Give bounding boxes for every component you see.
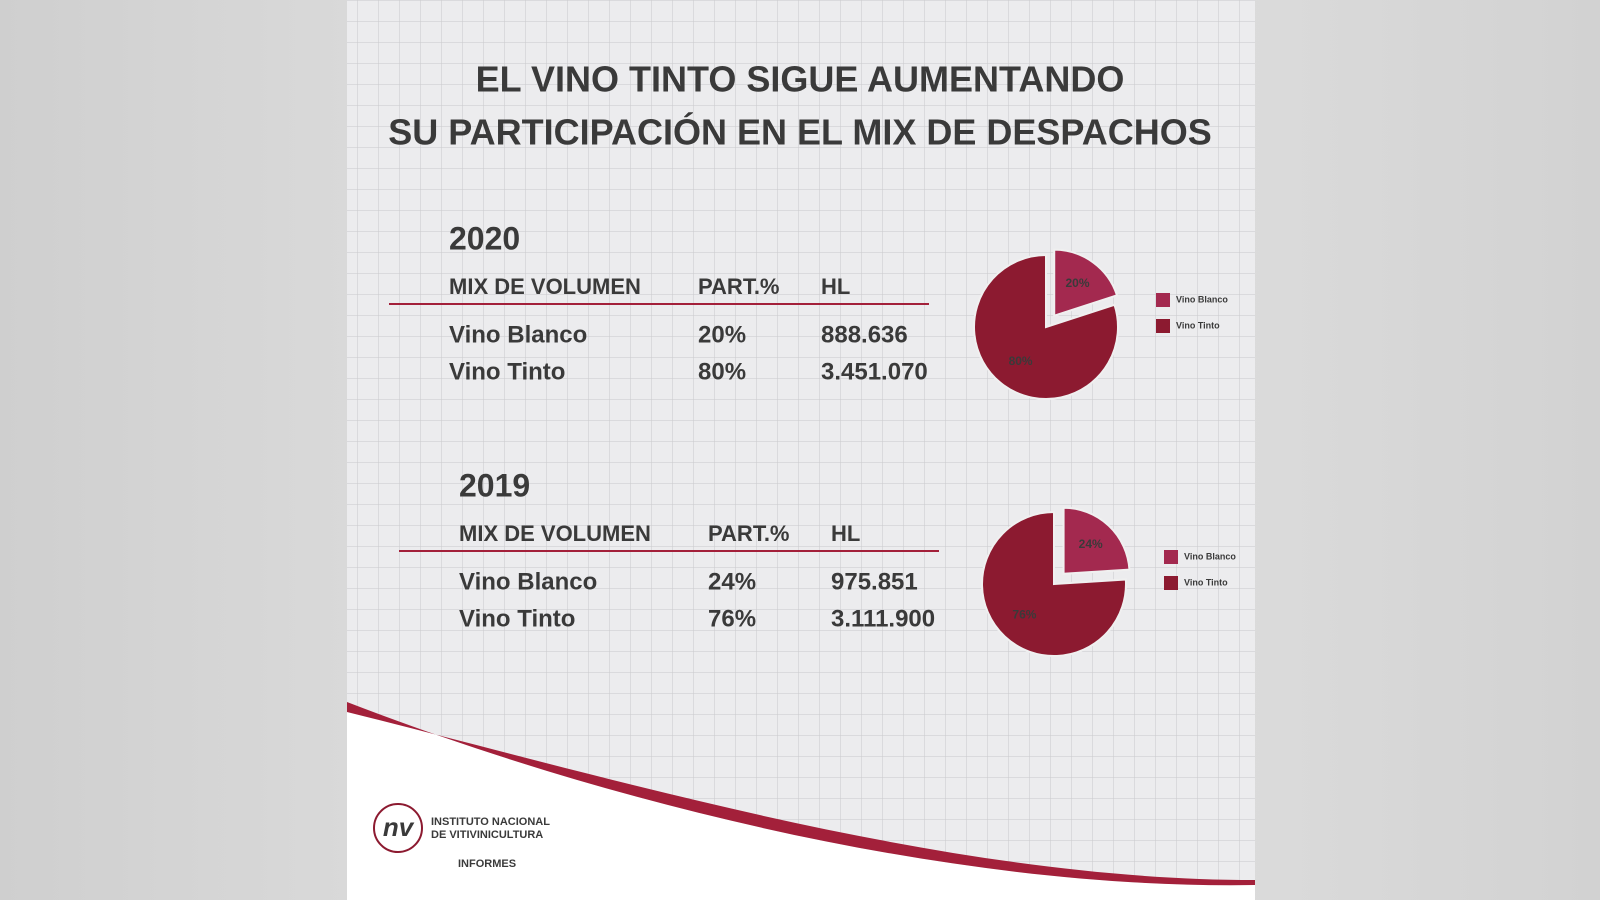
pie-slice [1062, 506, 1131, 575]
logo-mark: nv [383, 812, 415, 842]
cell: 3.111.900 [831, 605, 935, 632]
title-line: EL VINO TINTO SIGUE AUMENTANDO [476, 59, 1125, 100]
org-name: INSTITUTO NACIONAL [431, 816, 550, 828]
column-header: MIX DE VOLUMEN [449, 274, 641, 299]
cell: 3.451.070 [821, 358, 928, 385]
cell: 888.636 [821, 321, 908, 348]
slice-label: 80% [1009, 354, 1033, 368]
logo-ring [373, 803, 423, 853]
legend-swatch [1164, 576, 1178, 590]
column-header: HL [821, 274, 850, 299]
org-name: DE VITIVINICULTURA [431, 829, 543, 841]
legend-label: Vino Blanco [1176, 294, 1228, 304]
legend-label: Vino Tinto [1184, 577, 1228, 587]
cell: 76% [708, 605, 756, 632]
legend-swatch [1156, 319, 1170, 333]
pie-slice [1053, 248, 1119, 318]
slice-label: 24% [1079, 537, 1103, 551]
column-header: PART.% [708, 521, 790, 546]
cell: Vino Blanco [459, 568, 597, 595]
cell: Vino Blanco [449, 321, 587, 348]
column-header: PART.% [698, 274, 780, 299]
legend-label: Vino Blanco [1184, 551, 1236, 561]
pie-slice [981, 510, 1127, 657]
year: 2019 [459, 467, 530, 503]
pie-slice [973, 253, 1119, 400]
cell: 975.851 [831, 568, 918, 595]
slice-label: 76% [1012, 608, 1036, 622]
cell: Vino Tinto [449, 358, 565, 385]
column-header: HL [831, 521, 860, 546]
cell: 80% [698, 358, 746, 385]
footer-area [347, 702, 1255, 900]
cell: 20% [698, 321, 746, 348]
column-header: MIX DE VOLUMEN [459, 521, 651, 546]
slice-label: 20% [1065, 276, 1089, 290]
cell: 24% [708, 568, 756, 595]
year: 2020 [449, 220, 520, 256]
legend-swatch [1164, 550, 1178, 564]
legend-swatch [1156, 293, 1170, 307]
legend-label: Vino Tinto [1176, 320, 1220, 330]
section-name: INFORMES [458, 858, 516, 870]
content: EL VINO TINTO SIGUE AUMENTANDO SU PARTICI… [388, 59, 1236, 657]
cell: Vino Tinto [459, 605, 575, 632]
title-line: SU PARTICIPACIÓN EN EL MIX DE DESPACHOS [388, 111, 1211, 153]
grid-pattern [347, 0, 1255, 900]
